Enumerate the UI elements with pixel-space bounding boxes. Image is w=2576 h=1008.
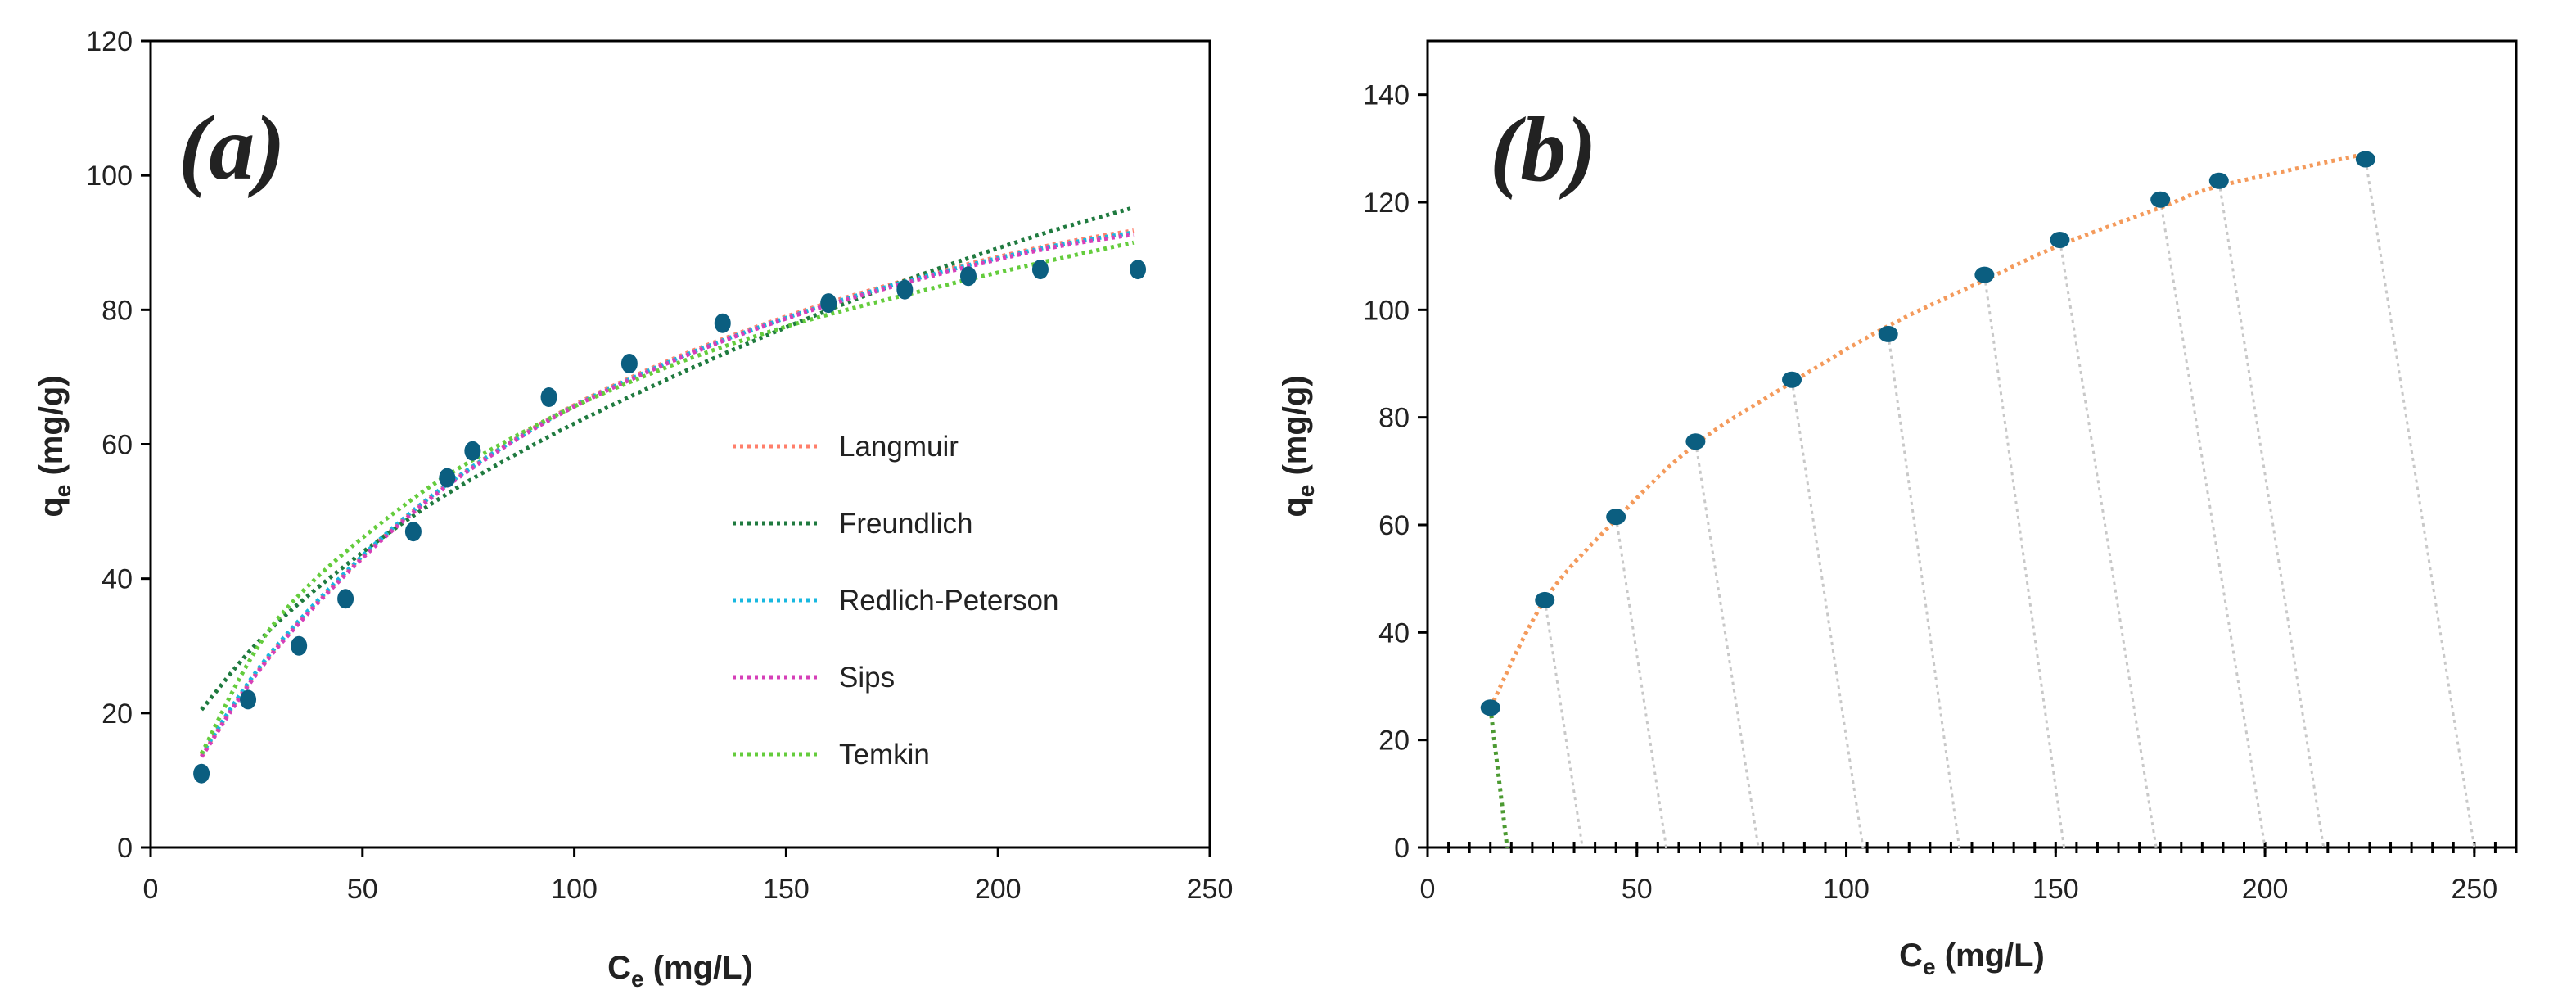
- data-point: [896, 279, 914, 300]
- data-point: [1130, 260, 1147, 280]
- data-point: [2050, 231, 2070, 248]
- panel-0-y-tick-label: 120: [86, 26, 133, 57]
- fit-curve-temkin: [199, 240, 1135, 755]
- panel-a-x-axis-title: Ce (mg/L): [607, 950, 753, 992]
- data-point: [1685, 433, 1706, 450]
- data-point: [959, 266, 977, 287]
- data-point: [193, 763, 210, 784]
- legend-item-freundlich: Freundlich: [733, 508, 972, 540]
- panel-1-y-tick-label: 100: [1363, 295, 1410, 326]
- panel-b-fit-curve: [1488, 151, 2366, 709]
- panel-0-y-tick-label: 80: [102, 295, 133, 326]
- panel-b-x-axis-title: Ce (mg/L): [1899, 938, 2045, 979]
- panel-0-y-tick-label: 0: [117, 833, 133, 864]
- panel-0-x-tick-label: 150: [763, 874, 810, 905]
- panel-1-x-tick-label: 0: [1420, 874, 1436, 905]
- legend-item-sips: Sips: [733, 662, 895, 694]
- projection-line: [2159, 199, 2267, 848]
- panel-0-x-tick-label: 200: [975, 874, 1022, 905]
- data-point: [240, 689, 257, 710]
- data-point: [620, 354, 638, 373]
- panel-0-y-tick-label: 60: [102, 430, 133, 461]
- panel-0-y-tick-label: 40: [102, 564, 133, 595]
- panel-b-y-ticks: 0 20 40 60 80 100 120 140: [1363, 80, 1428, 864]
- data-point: [820, 293, 837, 314]
- panel-1-y-tick-label: 60: [1378, 510, 1410, 541]
- legend-label: Sips: [839, 662, 895, 694]
- legend-label: Freundlich: [839, 508, 972, 540]
- panel-1-x-tick-label: 50: [1622, 874, 1653, 905]
- data-point: [1782, 371, 1802, 388]
- fit-curve-sips: [200, 232, 1135, 758]
- projection-line: [1983, 274, 2066, 848]
- panel-a-data-points: [193, 260, 1147, 784]
- panel-0-x-tick-label: 100: [551, 874, 598, 905]
- data-point: [714, 313, 731, 333]
- legend-label: Temkin: [839, 739, 930, 771]
- data-point: [337, 589, 354, 609]
- data-point: [1031, 260, 1049, 280]
- panel-a-y-ticks: 0 20 40 60 80 100 120: [86, 26, 151, 864]
- data-point: [2208, 172, 2229, 189]
- data-point: [1878, 325, 1898, 342]
- panel-0-x-tick-label: 0: [143, 874, 159, 905]
- legend-item-redlich-peterson: Redlich-Peterson: [733, 585, 1058, 617]
- panel-1-x-tick-label: 200: [2242, 874, 2289, 905]
- panel-b-projection-lines: [1488, 159, 2476, 848]
- data-point: [1535, 591, 1555, 608]
- projection-line: [1790, 379, 1865, 848]
- panel-b-y-axis-title: qe (mg/g): [1277, 375, 1319, 517]
- data-point: [1480, 699, 1500, 716]
- projection-line: [1488, 707, 1509, 848]
- projection-line: [1887, 333, 1961, 848]
- panel-b-baseline-minor-ticks: [1426, 842, 2518, 853]
- data-point: [1974, 266, 1995, 283]
- data-point: [1606, 509, 1626, 526]
- panel-1-y-tick-label: 0: [1394, 833, 1410, 864]
- data-point: [291, 635, 308, 656]
- projection-line: [1543, 599, 1584, 848]
- panel-1-y-tick-label: 120: [1363, 188, 1410, 219]
- panel-0-y-tick-label: 20: [102, 698, 133, 730]
- fit-curve: [1488, 151, 2366, 709]
- panel-1-y-tick-label: 140: [1363, 80, 1410, 111]
- data-point: [439, 468, 456, 488]
- panel-1-y-tick-label: 20: [1378, 725, 1410, 757]
- data-point: [2355, 151, 2375, 168]
- panel-b-x-ticks: 0 50 100 150 200 250: [1420, 848, 2497, 905]
- panel-1-x-tick-label: 150: [2032, 874, 2079, 905]
- legend-item-temkin: Temkin: [733, 739, 930, 771]
- panel-1-x-tick-label: 250: [2451, 874, 2497, 905]
- panel-1-x-tick-label: 100: [1823, 874, 1870, 905]
- panel-0-x-tick-label: 50: [347, 874, 378, 905]
- panel-1-y-tick-label: 40: [1378, 617, 1410, 649]
- panel-a-y-axis-title: qe (mg/g): [34, 375, 75, 517]
- panel-b-data-points: [1480, 151, 2375, 716]
- projection-line: [2217, 180, 2326, 848]
- panel-0-x-tick-label: 250: [1187, 874, 1234, 905]
- panel-a-chart: 0 20 40 60 80 100 120 0 50 100 150 200 250 (a) Ce (…: [34, 26, 1233, 992]
- legend-label: Langmuir: [839, 431, 959, 463]
- panel-a-legend: Langmuir Freundlich Redlich-Peterson Sips T…: [733, 431, 1058, 771]
- fit-curve-freundlich: [200, 206, 1135, 712]
- legend-item-langmuir: Langmuir: [733, 431, 959, 463]
- legend-label: Redlich-Peterson: [839, 585, 1058, 617]
- panel-0-y-tick-label: 100: [86, 160, 133, 192]
- panel-a-fit-curves: [199, 206, 1135, 758]
- projection-line: [1694, 441, 1760, 848]
- panel-1-y-tick-label: 80: [1378, 403, 1410, 434]
- panel-b-chart: 0 20 40 60 80 100 120 140 0 50 100 150 200 250 (b) C…: [1277, 39, 2518, 979]
- data-point: [464, 441, 481, 461]
- panel-b-label: (b): [1490, 99, 1597, 201]
- panel-a-label: (a): [178, 97, 286, 199]
- data-point: [2150, 191, 2171, 208]
- projection-line: [2364, 159, 2476, 848]
- data-point: [404, 522, 422, 542]
- data-point: [540, 387, 557, 408]
- panel-a-x-ticks: 0 50 100 150 200 250: [143, 848, 1234, 905]
